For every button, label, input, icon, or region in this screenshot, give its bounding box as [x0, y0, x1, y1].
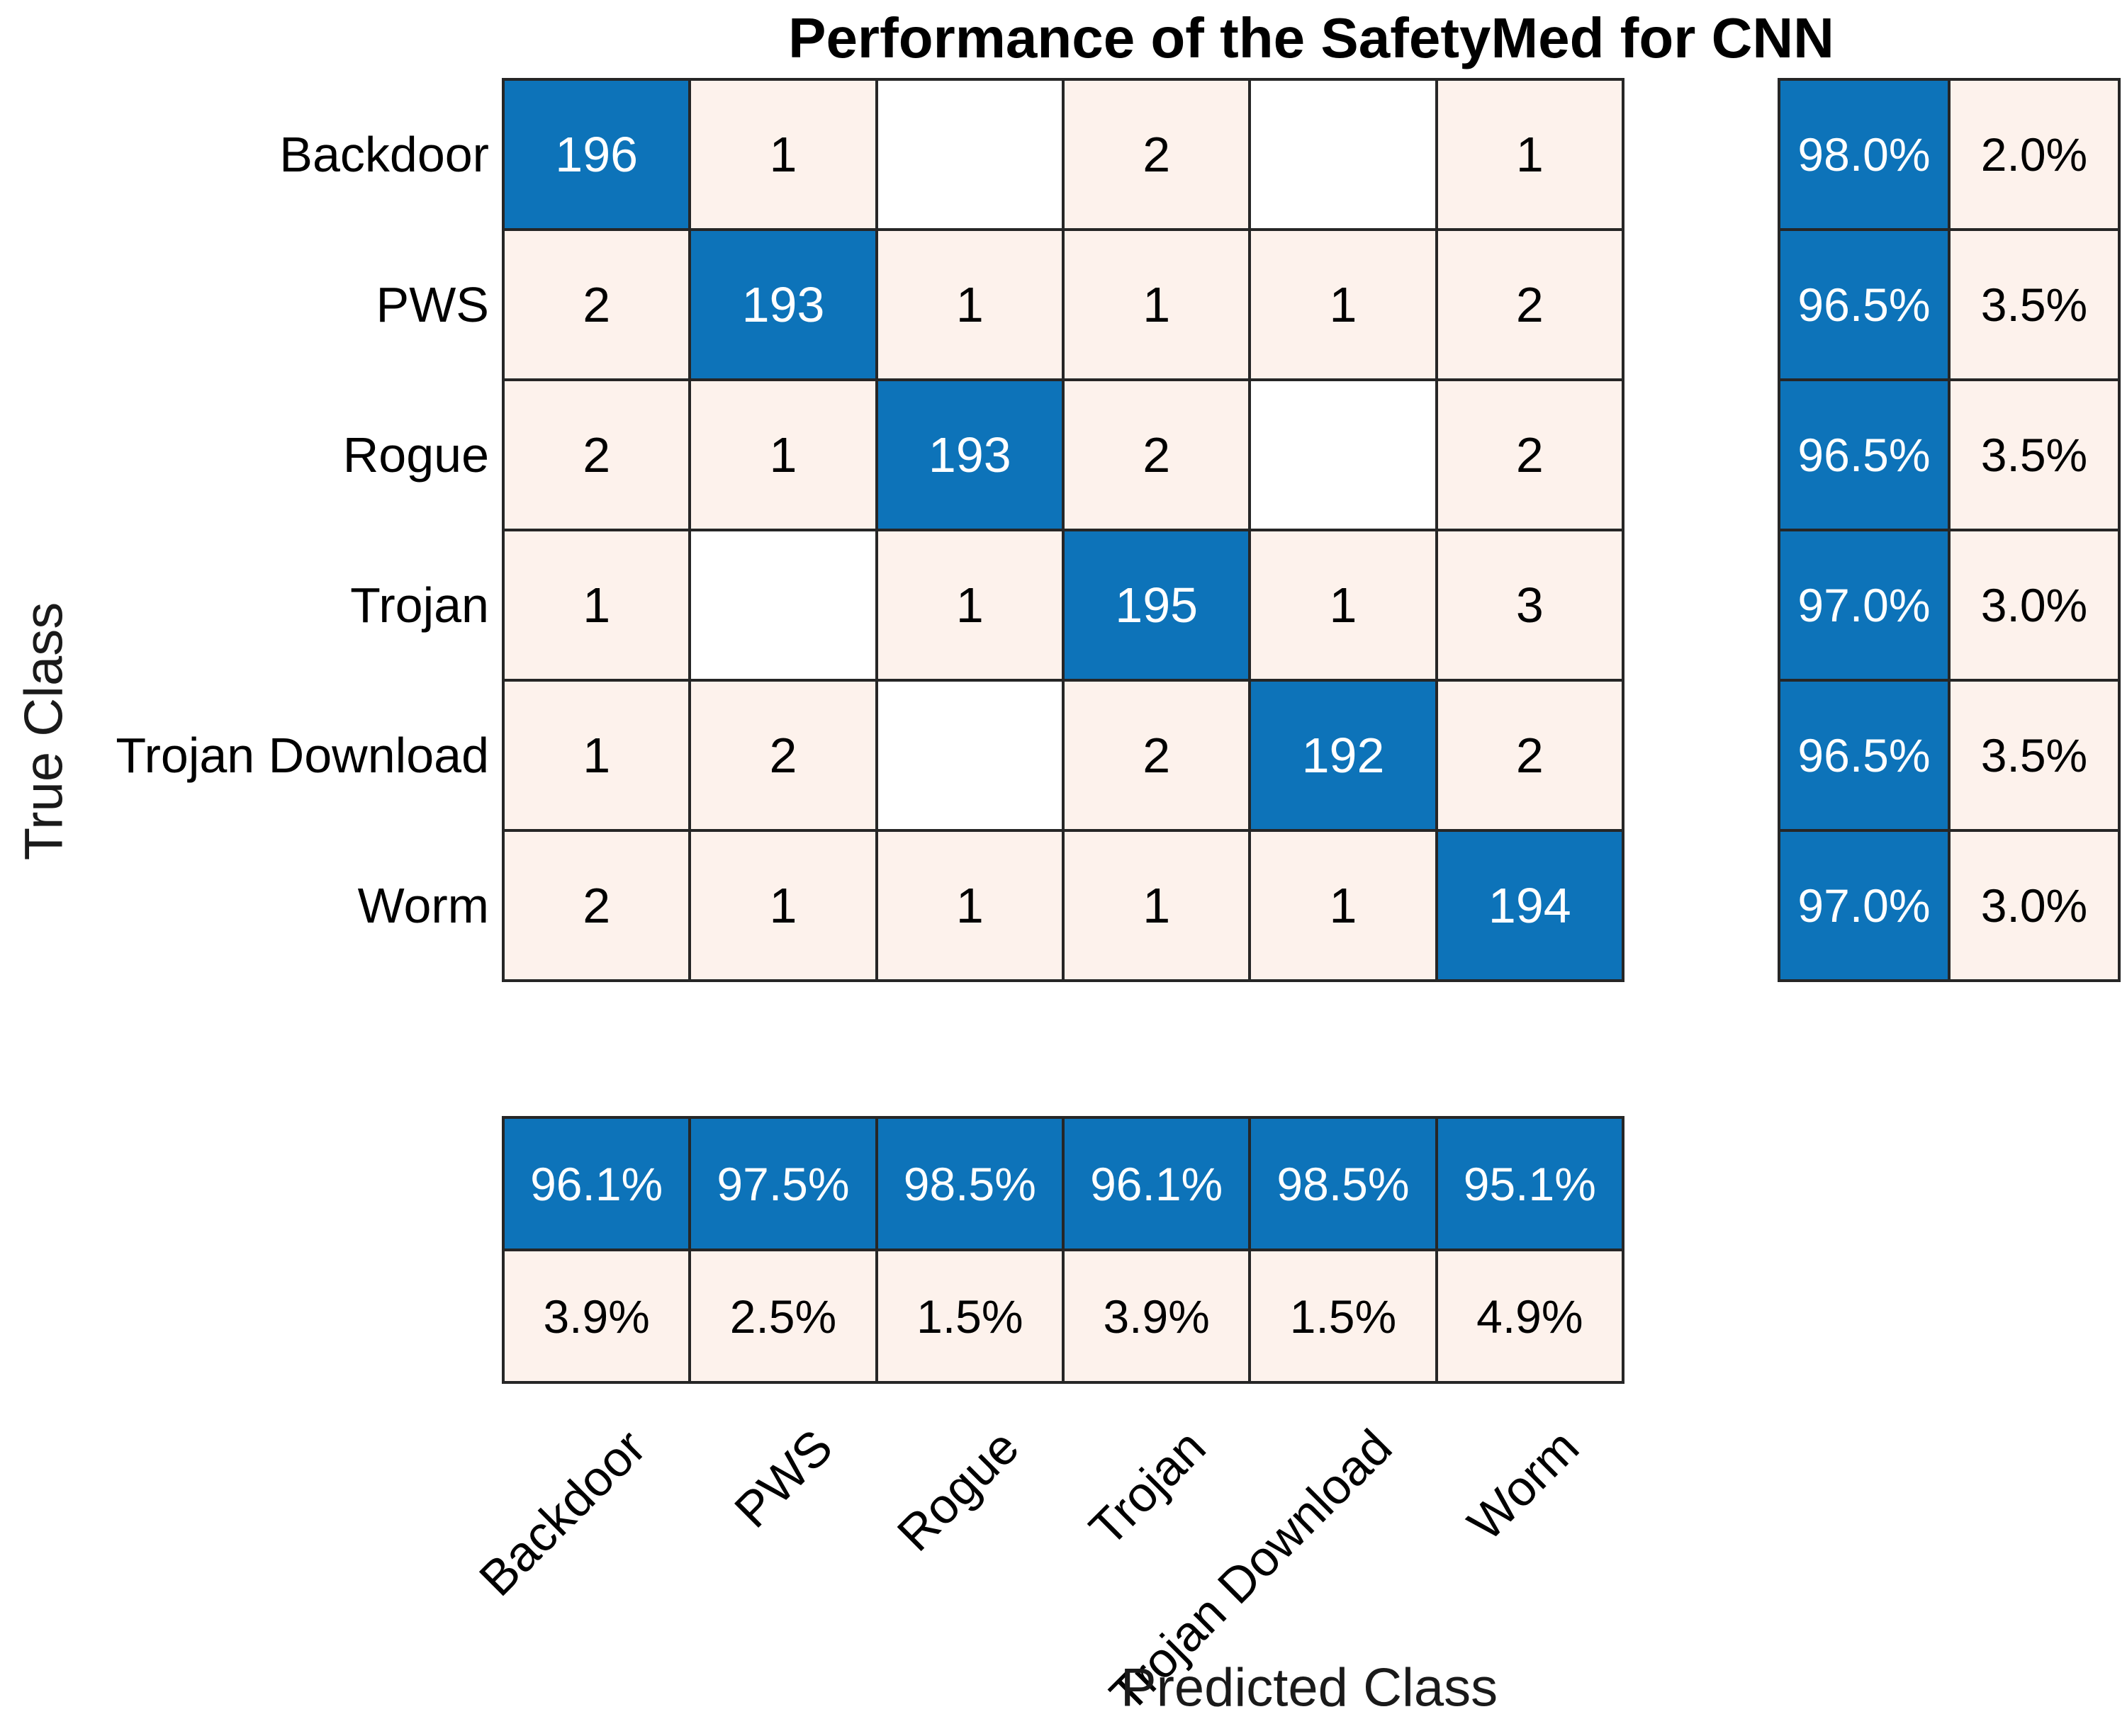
matrix-cell-r5c6: 2	[1437, 682, 1622, 829]
x-tick-label-2: PWS	[723, 1419, 843, 1538]
x-axis-label: Predicted Class	[1120, 1657, 1498, 1718]
matrix-cell-r2c3: 1	[877, 231, 1062, 378]
matrix-cell-r1c2: 1	[691, 81, 875, 228]
col-summary-incorrect-4: 3.9%	[1065, 1251, 1249, 1381]
row-summary-incorrect-6: 3.0%	[1951, 832, 2118, 979]
confusion-matrix: 196 1 2 1 2 193 1 1 1 2 2 1 193 2 2 1 1 195 1 3 1 2 2 192 2 2 1 1 1 1…	[502, 78, 1624, 982]
col-summary-correct-5: 98.5%	[1251, 1119, 1435, 1249]
column-normalized-summary: 96.1% 97.5% 98.5% 96.1% 98.5% 95.1% 3.9% 2.5% 1.…	[502, 1116, 1624, 1384]
matrix-cell-r4c3: 1	[877, 531, 1062, 679]
y-tick-label-6: Worm	[357, 878, 489, 933]
matrix-cell-r6c6: 194	[1437, 832, 1622, 979]
matrix-cell-r2c4: 1	[1065, 231, 1249, 378]
matrix-cell-r6c3: 1	[877, 832, 1062, 979]
col-summary-incorrect-1: 3.9%	[505, 1251, 689, 1381]
row-summary-correct-6: 97.0%	[1780, 832, 1948, 979]
matrix-cell-r6c1: 2	[505, 832, 689, 979]
row-summary-correct-3: 96.5%	[1780, 381, 1948, 529]
y-tick-label-1: Backdoor	[279, 127, 489, 182]
col-summary-incorrect-5: 1.5%	[1251, 1251, 1435, 1381]
x-tick-label-3: Rogue	[887, 1419, 1030, 1562]
matrix-cell-r4c4: 195	[1065, 531, 1249, 679]
matrix-cell-r2c2: 193	[691, 231, 875, 378]
matrix-cell-r5c2: 2	[691, 682, 875, 829]
y-tick-label-3: Rogue	[342, 427, 489, 483]
row-summary-correct-1: 98.0%	[1780, 81, 1948, 228]
matrix-cell-r3c1: 2	[505, 381, 689, 529]
matrix-cell-r3c4: 2	[1065, 381, 1249, 529]
row-summary-correct-2: 96.5%	[1780, 231, 1948, 378]
row-summary-incorrect-2: 3.5%	[1951, 231, 2118, 378]
col-summary-incorrect-3: 1.5%	[877, 1251, 1062, 1381]
matrix-cell-r1c1: 196	[505, 81, 689, 228]
col-summary-correct-6: 95.1%	[1437, 1119, 1622, 1249]
row-summary-incorrect-1: 2.0%	[1951, 81, 2118, 228]
matrix-cell-r5c5: 192	[1251, 682, 1435, 829]
matrix-cell-r4c5: 1	[1251, 531, 1435, 679]
matrix-cell-r4c6: 3	[1437, 531, 1622, 679]
chart-title: Performance of the SafetyMed for CNN	[788, 6, 1834, 69]
matrix-cell-r5c1: 1	[505, 682, 689, 829]
matrix-cell-r6c5: 1	[1251, 832, 1435, 979]
x-tick-label-4: Trojan	[1078, 1419, 1216, 1557]
col-summary-correct-3: 98.5%	[877, 1119, 1062, 1249]
matrix-cell-r1c5	[1251, 81, 1435, 228]
x-tick-label-6: Worm	[1457, 1419, 1590, 1551]
y-tick-label-2: PWS	[376, 277, 489, 332]
y-tick-label-4: Trojan	[350, 577, 489, 633]
col-summary-correct-1: 96.1%	[505, 1119, 689, 1249]
y-axis-label: True Class	[13, 602, 74, 861]
matrix-cell-r4c1: 1	[505, 531, 689, 679]
matrix-cell-r2c5: 1	[1251, 231, 1435, 378]
row-summary-incorrect-3: 3.5%	[1951, 381, 2118, 529]
col-summary-correct-4: 96.1%	[1065, 1119, 1249, 1249]
matrix-cell-r1c4: 2	[1065, 81, 1249, 228]
row-summary-incorrect-5: 3.5%	[1951, 682, 2118, 829]
y-axis-tick-labels: Backdoor PWS Rogue Trojan Trojan Download Wor…	[0, 78, 489, 982]
matrix-cell-r3c3: 193	[877, 381, 1062, 529]
matrix-cell-r2c6: 2	[1437, 231, 1622, 378]
col-summary-incorrect-2: 2.5%	[691, 1251, 875, 1381]
col-summary-correct-2: 97.5%	[691, 1119, 875, 1249]
matrix-cell-r1c6: 1	[1437, 81, 1622, 228]
row-summary-correct-4: 97.0%	[1780, 531, 1948, 679]
row-summary-correct-5: 96.5%	[1780, 682, 1948, 829]
matrix-cell-r6c4: 1	[1065, 832, 1249, 979]
x-tick-label-1: Backdoor	[468, 1419, 656, 1606]
matrix-cell-r4c2	[691, 531, 875, 679]
matrix-cell-r1c3	[877, 81, 1062, 228]
matrix-cell-r2c1: 2	[505, 231, 689, 378]
matrix-cell-r3c6: 2	[1437, 381, 1622, 529]
row-normalized-summary: 98.0% 2.0% 96.5% 3.5% 96.5% 3.5% 97.0% 3.0% 96.5…	[1778, 78, 2121, 982]
matrix-cell-r3c5	[1251, 381, 1435, 529]
col-summary-incorrect-6: 4.9%	[1437, 1251, 1622, 1381]
row-summary-incorrect-4: 3.0%	[1951, 531, 2118, 679]
matrix-cell-r5c3	[877, 682, 1062, 829]
matrix-cell-r3c2: 1	[691, 381, 875, 529]
matrix-cell-r5c4: 2	[1065, 682, 1249, 829]
matrix-cell-r6c2: 1	[691, 832, 875, 979]
y-tick-label-5: Trojan Download	[116, 728, 489, 783]
